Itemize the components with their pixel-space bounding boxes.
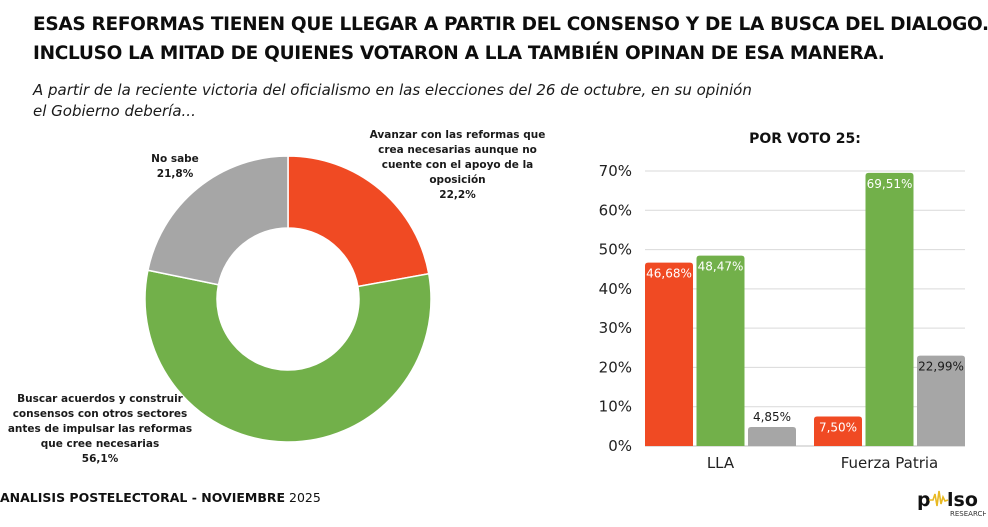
bar-value-label: 46,68% xyxy=(646,267,692,281)
donut-label-line: consensos con otros sectores xyxy=(12,408,188,420)
donut-label-line: Avanzar con las reformas que xyxy=(369,129,546,141)
y-tick-label: 40% xyxy=(599,280,632,298)
bar-value-label: 69,51% xyxy=(867,177,913,191)
donut-label-line: Buscar acuerdos y construir xyxy=(17,393,183,405)
footer-year: 2025 xyxy=(289,490,321,505)
y-tick-label: 70% xyxy=(599,162,632,180)
donut-label-line: que cree necesarias xyxy=(40,438,160,450)
y-tick-label: 60% xyxy=(599,201,632,219)
logo-research: RESEARCH xyxy=(950,510,986,518)
footer-label: ANALISIS POSTELECTORAL - NOVIEMBRE xyxy=(0,490,286,505)
y-tick-label: 0% xyxy=(608,437,632,455)
y-tick-label: 50% xyxy=(599,241,632,259)
donut-label-avanzar: Avanzar con las reformas que crea necesar… xyxy=(355,128,560,203)
subtitle-line-1: A partir de la reciente victoria del ofi… xyxy=(33,81,752,99)
bar-value-label: 48,47% xyxy=(698,260,744,274)
donut-label-buscar-text: Buscar acuerdos y construir consensos con… xyxy=(0,392,200,452)
logo-lso: lso xyxy=(947,489,978,511)
donut-label-no-sabe-text: No sabe xyxy=(130,152,220,167)
bar-value-label: 22,99% xyxy=(918,360,964,374)
page-title: ESAS REFORMAS TIENEN QUE LLEGAR A PARTIR… xyxy=(33,10,988,68)
donut-label-line: crea necesarias aunque no xyxy=(378,144,537,156)
bar-buscar-0 xyxy=(696,255,745,446)
bar-buscar-1 xyxy=(865,172,914,447)
bar-avanzar-1 xyxy=(814,416,862,446)
donut-slice-no-sabe xyxy=(147,155,289,286)
donut-label-no-sabe: No sabe 21,8% xyxy=(130,152,220,182)
donut-label-avanzar-value: 22,2% xyxy=(439,189,476,201)
question-subtitle: A partir de la reciente victoria del ofi… xyxy=(33,80,833,122)
bar-avanzar-0 xyxy=(645,262,693,446)
x-category-label: Fuerza Patria xyxy=(841,454,939,472)
y-tick-label: 20% xyxy=(599,358,632,376)
donut-label-buscar-value: 56,1% xyxy=(81,453,119,465)
bar-no-sabe-1 xyxy=(917,355,965,446)
donut-label-avanzar-text: Avanzar con las reformas que crea necesar… xyxy=(355,128,560,188)
donut-slice-buscar xyxy=(144,269,432,443)
donut-label-line: antes de impulsar las reformas xyxy=(7,423,193,435)
donut-label-no-sabe-value: 21,8% xyxy=(156,168,194,180)
donut-label-buscar: Buscar acuerdos y construir consensos con… xyxy=(0,392,200,467)
bar-no-sabe-0 xyxy=(748,426,796,446)
logo-p: p xyxy=(917,489,931,511)
y-tick-label: 30% xyxy=(599,319,632,337)
title-line-2: INCLUSO LA MITAD DE QUIENES VOTARON A LL… xyxy=(33,43,885,64)
footer-caption: ANALISIS POSTELECTORAL - NOVIEMBRE 2025 xyxy=(0,490,321,505)
donut-slice-avanzar xyxy=(287,155,430,288)
bar-chart-title: POR VOTO 25: xyxy=(749,131,861,147)
donut-label-line: No sabe xyxy=(151,153,199,165)
title-line-1: ESAS REFORMAS TIENEN QUE LLEGAR A PARTIR… xyxy=(33,14,988,35)
donut-label-line: cuente con el apoyo de la xyxy=(381,159,534,171)
logo-wave-icon xyxy=(929,490,949,507)
pulso-logo: p lso RESEARCH xyxy=(917,489,986,518)
y-tick-label: 10% xyxy=(599,398,632,416)
bar-value-label: 4,85% xyxy=(753,410,791,424)
subtitle-line-2: el Gobierno debería... xyxy=(33,102,196,120)
x-category-label: LLA xyxy=(707,454,735,472)
bar-value-label: 7,50% xyxy=(819,421,857,435)
donut-label-line: oposición xyxy=(429,174,486,186)
